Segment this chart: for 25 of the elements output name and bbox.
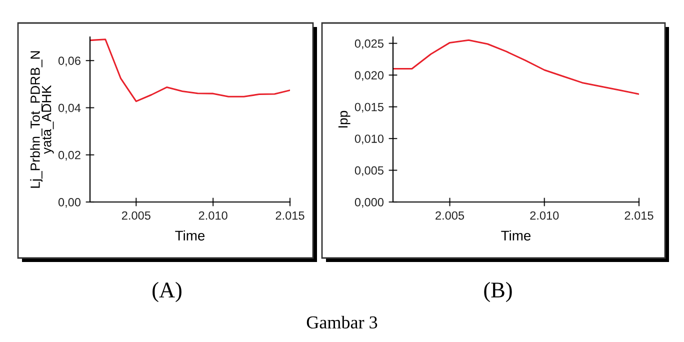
y-tick-label: 0,015 [354, 102, 384, 113]
y-tick-label: 0,06 [58, 56, 80, 66]
text: (B) [484, 282, 512, 302]
y-tick-label: 0,00 [58, 198, 81, 208]
y-axis-title: Ipp [338, 110, 350, 128]
line-series [90, 38, 290, 102]
y-tick-label: 0,04 [58, 104, 81, 114]
x-axis-title: Time [501, 230, 531, 241]
y-tick-label: 0,025 [354, 39, 384, 50]
y-tick-label: 0,020 [354, 71, 384, 81]
y-tick-label: 0,010 [354, 134, 384, 144]
line-series [393, 39, 639, 95]
y-tick-label: 0,000 [354, 198, 384, 208]
x-tick-label: 2.010 [198, 211, 228, 220]
y-tick-label: 0,02 [58, 150, 80, 161]
x-tick-label: 2.005 [436, 211, 464, 220]
x-tick-label: 2.015 [624, 211, 654, 220]
x-tick-label: 2.005 [122, 211, 150, 220]
text: (A) [152, 282, 182, 302]
text: Gambar 3 [306, 316, 378, 329]
x-axis-title: Time [175, 230, 205, 241]
y-tick-label: 0,005 [354, 166, 384, 176]
y-axis-title: Lj_Prbhn_Tot_PDRB_Nyata_ADHK [30, 51, 54, 188]
x-tick-label: 2.015 [276, 211, 304, 220]
x-tick-label: 2.010 [530, 211, 559, 220]
